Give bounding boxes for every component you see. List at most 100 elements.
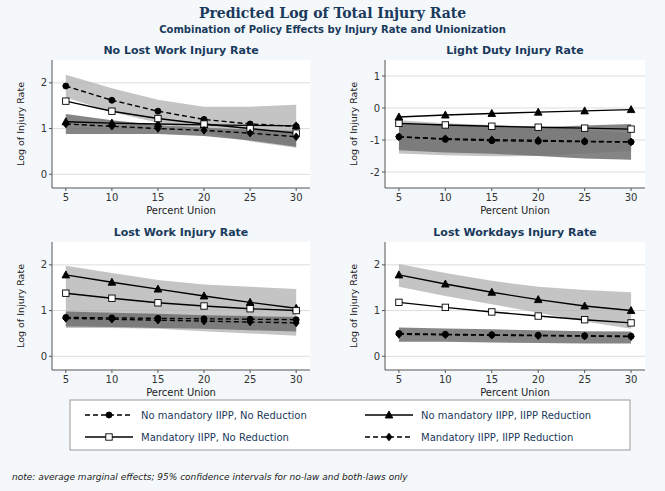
series-line (66, 318, 296, 323)
x-tick-label: 30 (290, 374, 303, 385)
confidence-band (66, 75, 296, 148)
point (108, 278, 116, 285)
x-tick (491, 370, 492, 373)
legend-label: No mandatory IIPP, IIPP Reduction (421, 410, 591, 421)
point (63, 315, 69, 323)
y-tick (382, 108, 385, 109)
y-tick (49, 310, 52, 311)
point (63, 290, 69, 296)
point (109, 108, 115, 114)
point (488, 288, 496, 295)
series-line (399, 334, 631, 336)
confidence-band (399, 327, 631, 343)
x-axis-line (385, 370, 645, 371)
panel: 01251015202530Lost Work Injury RatePerce… (15, 226, 310, 398)
point (442, 122, 448, 128)
x-tick (584, 370, 585, 373)
plot-marks (62, 75, 300, 148)
panel-title: Light Duty Injury Rate (446, 44, 583, 57)
y-tick-label: 1 (374, 305, 380, 316)
y-tick (49, 264, 52, 265)
point (109, 122, 115, 130)
title: Predicted Log of Total Injury Rate (199, 5, 466, 21)
grid-line (385, 356, 645, 357)
point (109, 97, 115, 103)
legend-marker (106, 434, 112, 440)
point (581, 302, 589, 309)
y-tick-label: 1 (41, 305, 47, 316)
y-tick (382, 76, 385, 77)
point (154, 285, 162, 292)
y-tick (382, 140, 385, 141)
x-tick-label: 15 (152, 374, 165, 385)
y-tick-label: -2 (370, 167, 380, 178)
grid-line (385, 108, 645, 109)
x-tick (250, 188, 251, 191)
point (63, 83, 69, 89)
point (109, 315, 115, 323)
series-line (399, 123, 631, 129)
point (200, 292, 208, 299)
y-tick (49, 356, 52, 357)
x-tick (296, 370, 297, 373)
point (535, 137, 541, 145)
series-line (66, 101, 296, 133)
point (62, 271, 70, 278)
y-tick-label: 0 (374, 351, 380, 362)
grid-line (385, 264, 645, 265)
point (292, 122, 300, 129)
series-line (66, 86, 296, 126)
y-axis-title: Log of Injury Rate (15, 82, 26, 166)
y-tick (49, 82, 52, 83)
point (442, 304, 448, 310)
page: {"title": "Predicted Log of Total Injury… (0, 0, 665, 491)
figure: Predicted Log of Total Injury RateCombin… (0, 0, 665, 491)
confidence-band (66, 311, 296, 331)
x-axis-line (52, 188, 310, 189)
x-tick-label: 25 (244, 192, 257, 203)
panel-title: Lost Work Injury Rate (114, 226, 249, 239)
point (155, 125, 161, 133)
plot-marks (395, 264, 635, 344)
point (293, 319, 299, 327)
x-tick-label: 25 (244, 374, 257, 385)
legend-marker (106, 412, 112, 418)
x-tick (65, 370, 66, 373)
series-line (66, 275, 296, 308)
series-line (399, 333, 631, 336)
note: note: average marginal effects; 95% conf… (12, 472, 408, 482)
y-tick (382, 310, 385, 311)
point (489, 123, 495, 129)
x-axis-line (385, 188, 645, 189)
point (488, 109, 496, 116)
y-tick-label: 2 (41, 259, 47, 270)
point (63, 120, 69, 128)
x-tick-label: 30 (625, 374, 638, 385)
point (535, 332, 541, 340)
legend: No mandatory IIPP, No ReductionNo mandat… (70, 400, 630, 450)
y-axis-title: Log of Injury Rate (348, 82, 359, 166)
plot-area (52, 60, 310, 188)
point (155, 108, 161, 114)
point (628, 320, 634, 326)
series-line (66, 293, 296, 310)
point (535, 124, 541, 130)
point (396, 133, 402, 141)
point (442, 135, 448, 143)
point (628, 138, 634, 146)
grid-line (52, 174, 310, 175)
point (201, 317, 207, 325)
series-line (66, 124, 296, 137)
y-tick-label: 0 (41, 351, 47, 362)
x-tick-label: 10 (439, 192, 452, 203)
x-tick (445, 370, 446, 373)
x-tick-label: 5 (63, 374, 69, 385)
x-tick-label: 15 (485, 374, 498, 385)
point (396, 299, 402, 305)
panel-title: No Lost Work Injury Rate (103, 44, 258, 57)
point (395, 113, 403, 120)
plot-area (385, 60, 645, 188)
x-tick-label: 15 (152, 192, 165, 203)
y-tick-label: 0 (374, 103, 380, 114)
x-tick-label: 25 (578, 192, 591, 203)
